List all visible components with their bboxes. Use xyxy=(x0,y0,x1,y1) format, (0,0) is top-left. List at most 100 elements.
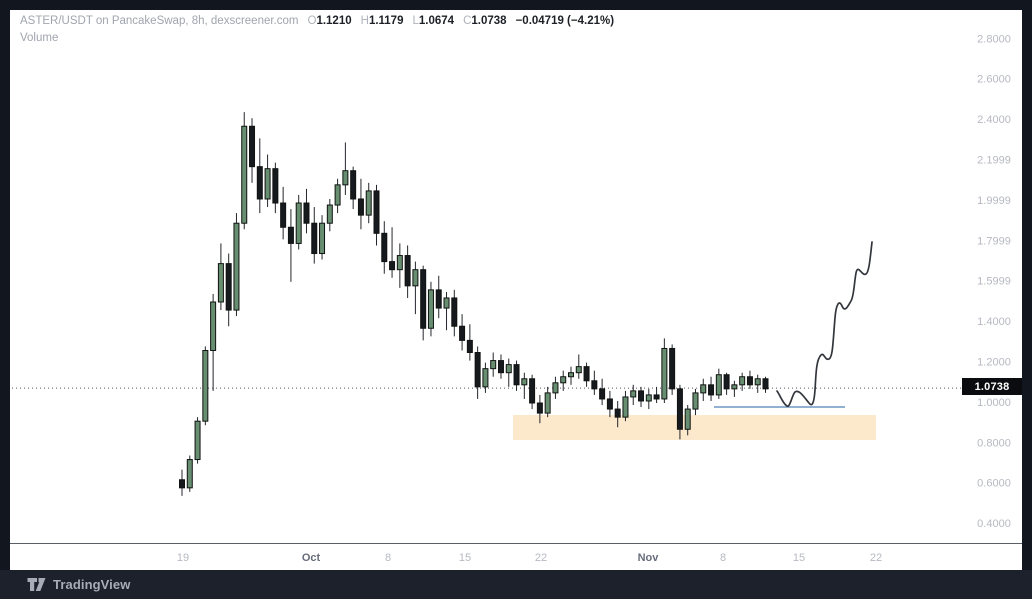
candle xyxy=(303,188,310,234)
candle xyxy=(630,384,637,406)
candle xyxy=(459,314,466,351)
candle xyxy=(645,388,652,410)
candle xyxy=(638,386,645,408)
chart-legend: ASTER/USDT on PancakeSwap, 8h, dexscreen… xyxy=(20,13,614,46)
time-tick-label: 8 xyxy=(720,552,726,564)
candle xyxy=(342,142,349,195)
candle xyxy=(241,112,248,230)
price-tick-label: 0.4000 xyxy=(977,518,1011,530)
candle xyxy=(731,380,738,397)
candle xyxy=(404,245,411,298)
candle xyxy=(715,368,722,399)
candle xyxy=(497,354,504,379)
candle xyxy=(365,182,372,224)
candle xyxy=(762,376,769,393)
candlestick-series xyxy=(179,112,769,496)
ohlc-open: O1.1210 xyxy=(307,15,352,27)
projection-squiggle-drawing[interactable] xyxy=(776,241,873,407)
candle xyxy=(334,178,341,214)
candle xyxy=(560,370,567,391)
candle xyxy=(754,374,761,393)
candle xyxy=(357,178,364,230)
candle xyxy=(552,376,559,399)
candle xyxy=(179,469,185,496)
price-tick-label: 1.4000 xyxy=(977,316,1011,328)
tradingview-logo[interactable]: TradingView xyxy=(27,577,130,592)
price-tick-label: 1.5999 xyxy=(977,276,1011,288)
candle xyxy=(319,215,326,260)
candle xyxy=(326,198,333,232)
candle xyxy=(264,154,271,208)
time-axis[interactable]: 19 Oct 8 15 22 Nov 8 15 22 xyxy=(177,552,882,564)
candle xyxy=(536,394,543,424)
volume-indicator-label[interactable]: Volume xyxy=(20,32,59,44)
ohlc-close: C1.0738 xyxy=(463,15,507,27)
price-tick-label: 2.6000 xyxy=(977,74,1011,86)
candle xyxy=(280,186,287,240)
price-tick-label: 2.8000 xyxy=(977,33,1011,45)
candle xyxy=(256,138,263,214)
candle xyxy=(599,378,606,406)
candle xyxy=(606,390,613,418)
candle xyxy=(591,370,598,395)
candle xyxy=(474,346,481,399)
candle xyxy=(746,370,753,389)
candle xyxy=(435,275,442,319)
candle xyxy=(482,362,489,393)
candle xyxy=(529,374,536,410)
ohlc-low: L1.0674 xyxy=(412,15,455,27)
candle xyxy=(653,386,660,403)
current-price-label: 1.0738 xyxy=(962,378,1022,395)
candle xyxy=(544,386,551,418)
candle xyxy=(381,221,388,274)
candle xyxy=(692,388,699,416)
candle xyxy=(583,362,590,387)
change-value: −0.04719 (−4.21%) xyxy=(515,15,615,27)
candle xyxy=(684,405,691,436)
candle xyxy=(513,360,520,391)
candle xyxy=(490,352,497,377)
candle xyxy=(350,166,357,210)
candle xyxy=(186,455,193,492)
candle xyxy=(568,366,574,385)
bottom-bar: TradingView xyxy=(0,570,1032,599)
candle xyxy=(420,265,427,341)
price-tick-label: 1.7999 xyxy=(977,235,1011,247)
candle xyxy=(412,261,419,315)
candle xyxy=(451,289,458,337)
candle xyxy=(202,346,209,426)
price-tick-label: 0.6000 xyxy=(977,478,1011,490)
candle xyxy=(723,372,730,395)
candle xyxy=(295,194,302,250)
candle xyxy=(521,372,528,399)
price-tick-label: 2.1999 xyxy=(977,155,1011,167)
candle xyxy=(210,293,217,391)
candle xyxy=(194,417,201,464)
tradingview-logo-text: TradingView xyxy=(53,577,131,592)
time-tick-label: 8 xyxy=(385,552,391,564)
candle xyxy=(396,243,403,288)
ohlc-high: H1.1179 xyxy=(360,15,404,27)
price-tick-label: 1.0000 xyxy=(977,397,1011,409)
candle xyxy=(700,378,707,401)
candle xyxy=(249,118,256,183)
candle xyxy=(427,281,434,337)
support-zone-drawing[interactable] xyxy=(513,415,876,440)
candle xyxy=(217,243,224,311)
candle xyxy=(287,209,294,282)
symbol-title[interactable]: ASTER/USDT on PancakeSwap, 8h, dexscreen… xyxy=(20,15,299,27)
candle xyxy=(669,344,676,395)
candle xyxy=(505,358,512,387)
candle xyxy=(373,184,380,246)
time-tick-label: 15 xyxy=(793,552,805,564)
candle xyxy=(389,227,396,278)
time-tick-label: 22 xyxy=(870,552,882,564)
candle xyxy=(233,213,240,317)
candle xyxy=(272,162,279,214)
tradingview-logo-icon xyxy=(27,578,46,591)
price-axis[interactable]: 2.8000 2.6000 2.4000 2.1999 1.9999 1.7999 1.59… xyxy=(977,33,1011,530)
price-tick-label: 1.2000 xyxy=(977,357,1011,369)
candle xyxy=(466,324,473,361)
